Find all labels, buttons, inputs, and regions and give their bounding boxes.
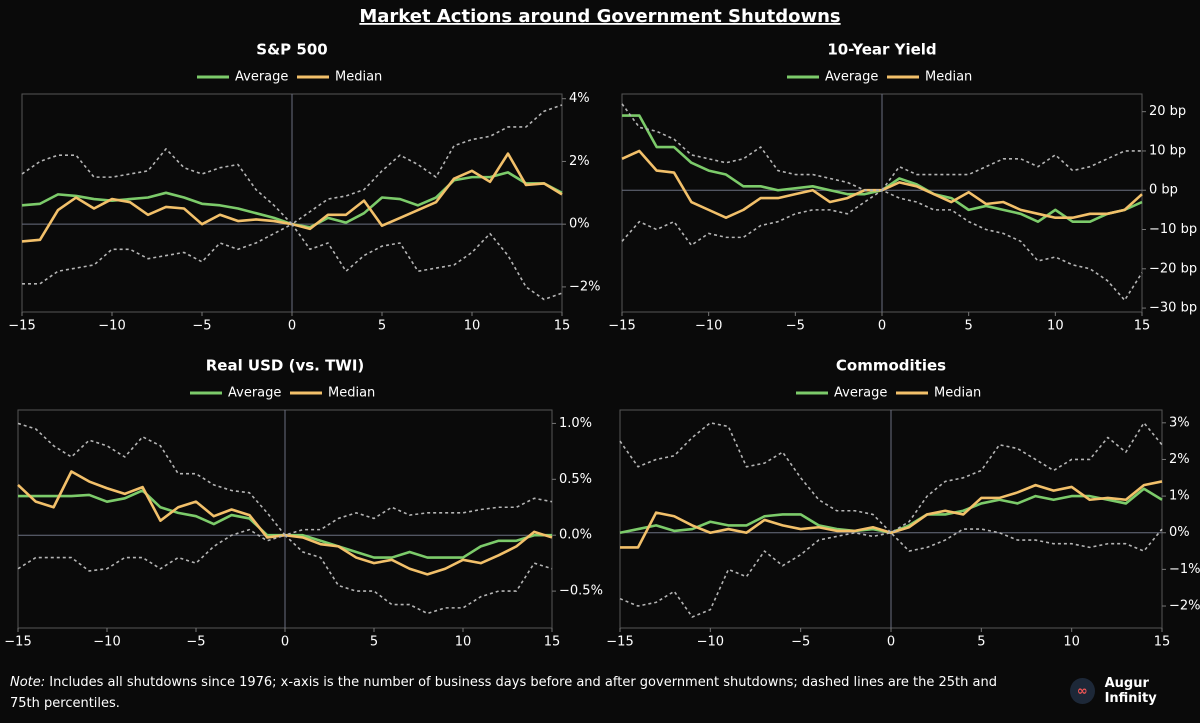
note-text: Includes all shutdowns since 1976; x-axi… bbox=[10, 675, 997, 711]
y-tick-label: −30 bp bbox=[1149, 301, 1197, 316]
panel-title: 10-Year Yield bbox=[827, 41, 936, 59]
series-line bbox=[620, 480, 1163, 549]
x-tick-label: 10 bbox=[464, 319, 481, 334]
legend-label: Average bbox=[228, 386, 281, 401]
y-tick-label: −20 bp bbox=[1149, 261, 1197, 276]
y-tick-label: −0.5% bbox=[559, 584, 603, 599]
x-tick-label: −10 bbox=[98, 319, 125, 334]
y-tick-label: 10 bp bbox=[1149, 143, 1186, 158]
x-tick-label: −5 bbox=[786, 319, 805, 334]
x-tick-label: −15 bbox=[608, 319, 635, 334]
percentile-line bbox=[621, 189, 1143, 302]
y-tick-label: 1% bbox=[1169, 489, 1190, 504]
brand-name: Augur Infinity bbox=[1104, 676, 1157, 706]
x-tick-label: 0 bbox=[281, 635, 289, 650]
x-tick-label: −5 bbox=[791, 635, 810, 650]
x-tick-label: 5 bbox=[378, 319, 386, 334]
legend-label: Median bbox=[328, 386, 375, 401]
x-tick-label: −10 bbox=[697, 635, 724, 650]
y-tick-label: −10 bp bbox=[1149, 222, 1197, 237]
x-tick-label: −15 bbox=[8, 319, 35, 334]
percentile-line bbox=[619, 528, 1163, 618]
brand: ∞ Augur Infinity bbox=[1070, 676, 1200, 706]
y-tick-label: 2% bbox=[569, 154, 590, 169]
y-tick-label: 1.0% bbox=[559, 416, 592, 431]
x-tick-label: 10 bbox=[1063, 635, 1080, 650]
percentile-line bbox=[17, 528, 553, 615]
legend-label: Average bbox=[834, 386, 887, 401]
y-tick-label: 0% bbox=[569, 217, 590, 232]
x-tick-label: 5 bbox=[965, 319, 973, 334]
legend-label: Average bbox=[825, 70, 878, 85]
panel-title: Real USD (vs. TWI) bbox=[206, 357, 365, 375]
x-tick-label: −10 bbox=[93, 635, 120, 650]
y-tick-label: 0.0% bbox=[559, 528, 592, 543]
logo: ∞ bbox=[1070, 678, 1095, 704]
y-tick-label: 0.5% bbox=[559, 472, 592, 487]
x-tick-label: 0 bbox=[288, 319, 296, 334]
x-tick-label: −5 bbox=[192, 319, 211, 334]
x-tick-label: −5 bbox=[186, 635, 205, 650]
y-tick-label: 0 bp bbox=[1149, 183, 1178, 198]
x-tick-label: 10 bbox=[455, 635, 472, 650]
x-tick-label: 5 bbox=[370, 635, 378, 650]
page-title: Market Actions around Government Shutdow… bbox=[359, 6, 840, 27]
y-tick-label: −2% bbox=[569, 279, 601, 294]
panel-title: S&P 500 bbox=[256, 41, 327, 59]
percentile-line bbox=[22, 223, 563, 301]
note: Note: Includes all shutdowns since 1976;… bbox=[10, 672, 1000, 714]
x-tick-label: 15 bbox=[544, 635, 561, 650]
y-tick-label: −1% bbox=[1169, 562, 1200, 577]
y-tick-label: 3% bbox=[1169, 415, 1190, 430]
x-tick-label: −15 bbox=[606, 635, 633, 650]
x-tick-label: 10 bbox=[1047, 319, 1064, 334]
legend-label: Median bbox=[335, 70, 382, 85]
x-tick-label: 5 bbox=[977, 635, 985, 650]
note-label: Note: bbox=[10, 675, 46, 690]
legend-label: Median bbox=[934, 386, 981, 401]
y-tick-label: 20 bp bbox=[1149, 104, 1186, 119]
y-tick-label: 4% bbox=[569, 91, 590, 106]
x-tick-label: 15 bbox=[1154, 635, 1171, 650]
legend-label: Median bbox=[925, 70, 972, 85]
x-tick-label: 15 bbox=[554, 319, 571, 334]
panel-title: Commodities bbox=[836, 357, 946, 375]
y-tick-label: 0% bbox=[1169, 525, 1190, 540]
x-tick-label: −15 bbox=[4, 635, 31, 650]
x-tick-label: 0 bbox=[878, 319, 886, 334]
y-tick-label: −2% bbox=[1169, 599, 1200, 614]
y-tick-label: 2% bbox=[1169, 452, 1190, 467]
x-tick-label: 0 bbox=[887, 635, 895, 650]
x-tick-label: 15 bbox=[1134, 319, 1151, 334]
legend-label: Average bbox=[235, 70, 288, 85]
x-tick-label: −10 bbox=[695, 319, 722, 334]
percentile-line bbox=[619, 422, 1163, 534]
